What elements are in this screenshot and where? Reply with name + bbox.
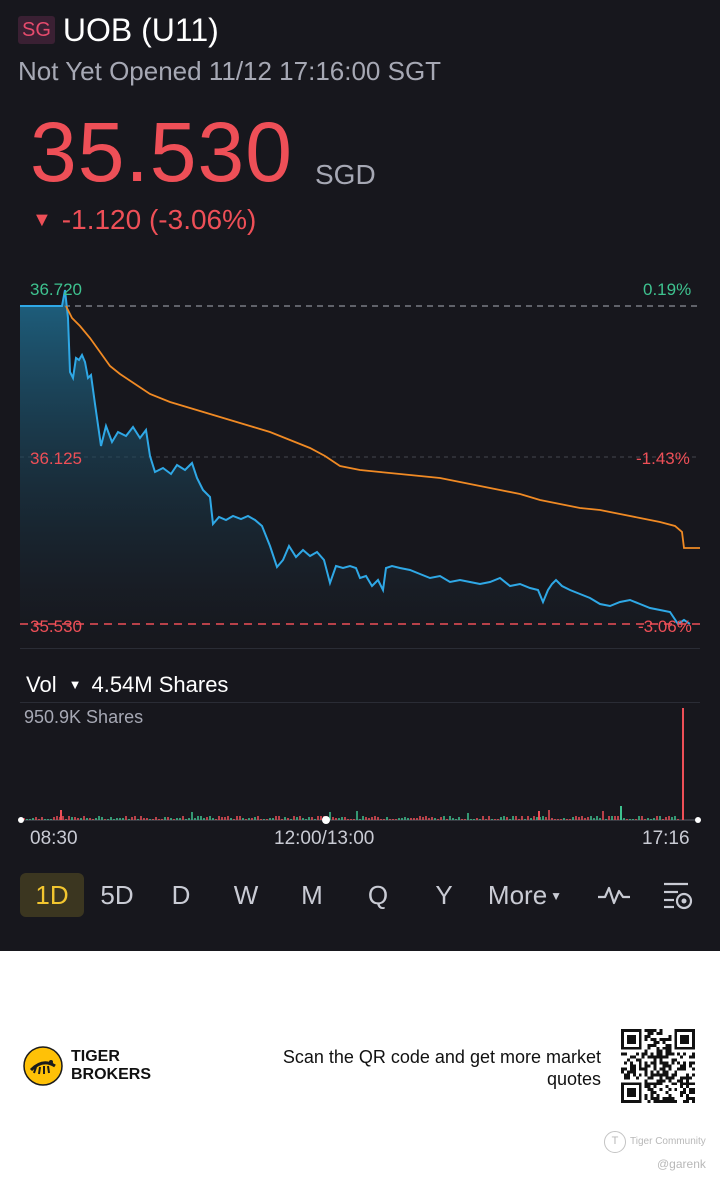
volume-total: 4.54M Shares: [91, 672, 229, 697]
tab-1d[interactable]: 1D: [20, 873, 84, 917]
market-status: Not Yet Opened 11/12 17:16:00 SGT: [18, 56, 442, 86]
tab-w[interactable]: W: [233, 880, 259, 910]
watermark-user: @garenk: [657, 1157, 706, 1171]
share-footer: TIGER BROKERS Scan the QR code and get m…: [0, 951, 720, 1181]
tab-q[interactable]: Q: [367, 880, 389, 910]
divider: [20, 648, 700, 649]
intraday-chart[interactable]: [0, 270, 720, 650]
currency: SGD: [315, 159, 376, 190]
indicator-icon[interactable]: [596, 879, 632, 911]
brand-line-2: BROKERS: [71, 1066, 152, 1083]
volume-label: Vol: [26, 672, 57, 697]
mid-price-label: 36.125: [30, 449, 82, 468]
volume-selector[interactable]: Vol ▼ 4.54M Shares: [26, 672, 228, 698]
divider: [20, 702, 700, 703]
period-tabs: 1D 5D D W M Q Y More ▼: [20, 873, 700, 917]
down-arrow-icon: ▼: [32, 209, 52, 231]
start-marker: [18, 817, 24, 823]
brand-name: TIGER BROKERS: [71, 1048, 151, 1084]
app-screen: SG UOB (U11) Not Yet Opened 11/12 17:16:…: [0, 0, 720, 951]
market-badge: SG: [18, 16, 55, 44]
end-marker: [695, 817, 701, 823]
qr-code: [621, 1029, 695, 1103]
low-price-label: 35.530: [30, 617, 82, 636]
mid-pct-label: -1.43%: [636, 449, 690, 468]
low-pct-label: -3.06%: [638, 617, 692, 636]
watermark-text: Tiger Community: [630, 1136, 706, 1147]
tab-d[interactable]: D: [171, 880, 191, 910]
x-axis-middle: 12:00/13:00: [274, 828, 375, 849]
volume-chart[interactable]: [0, 700, 720, 830]
average-price-line: [65, 305, 700, 549]
header: SG UOB (U11): [18, 12, 219, 48]
chart-settings-icon[interactable]: [660, 879, 696, 911]
high-pct-label: 0.19%: [643, 280, 692, 299]
x-axis-start: 08:30: [30, 828, 78, 849]
x-axis-end: 17:16: [642, 828, 690, 849]
volume-max-label: 950.9K Shares: [24, 707, 144, 727]
caret-down-icon: ▼: [550, 889, 563, 903]
tab-y[interactable]: Y: [435, 880, 453, 910]
caret-down-icon: ▼: [68, 677, 82, 692]
tab-more[interactable]: More ▼: [482, 873, 568, 917]
price-change-value: -1.120 (-3.06%): [61, 204, 257, 235]
more-label: More: [487, 880, 548, 910]
midday-marker: [322, 816, 330, 824]
last-price: 35.530: [30, 105, 293, 199]
volume-bars: [23, 806, 679, 820]
tab-m[interactable]: M: [301, 880, 323, 910]
high-price-label: 36.720: [30, 280, 82, 299]
price-area: [20, 290, 690, 648]
tiger-community-icon: T: [604, 1131, 626, 1153]
tab-5d[interactable]: 5D: [100, 880, 134, 910]
tiger-logo-icon: [23, 1046, 63, 1086]
brand-line-1: TIGER: [71, 1048, 120, 1065]
price-change: ▼ -1.120 (-3.06%): [32, 202, 256, 238]
price-line: [20, 289, 691, 626]
scan-text: Scan the QR code and get more market quo…: [282, 1047, 601, 1089]
watermark: T Tiger Community: [604, 1130, 706, 1154]
stock-title: UOB (U11): [62, 12, 219, 48]
